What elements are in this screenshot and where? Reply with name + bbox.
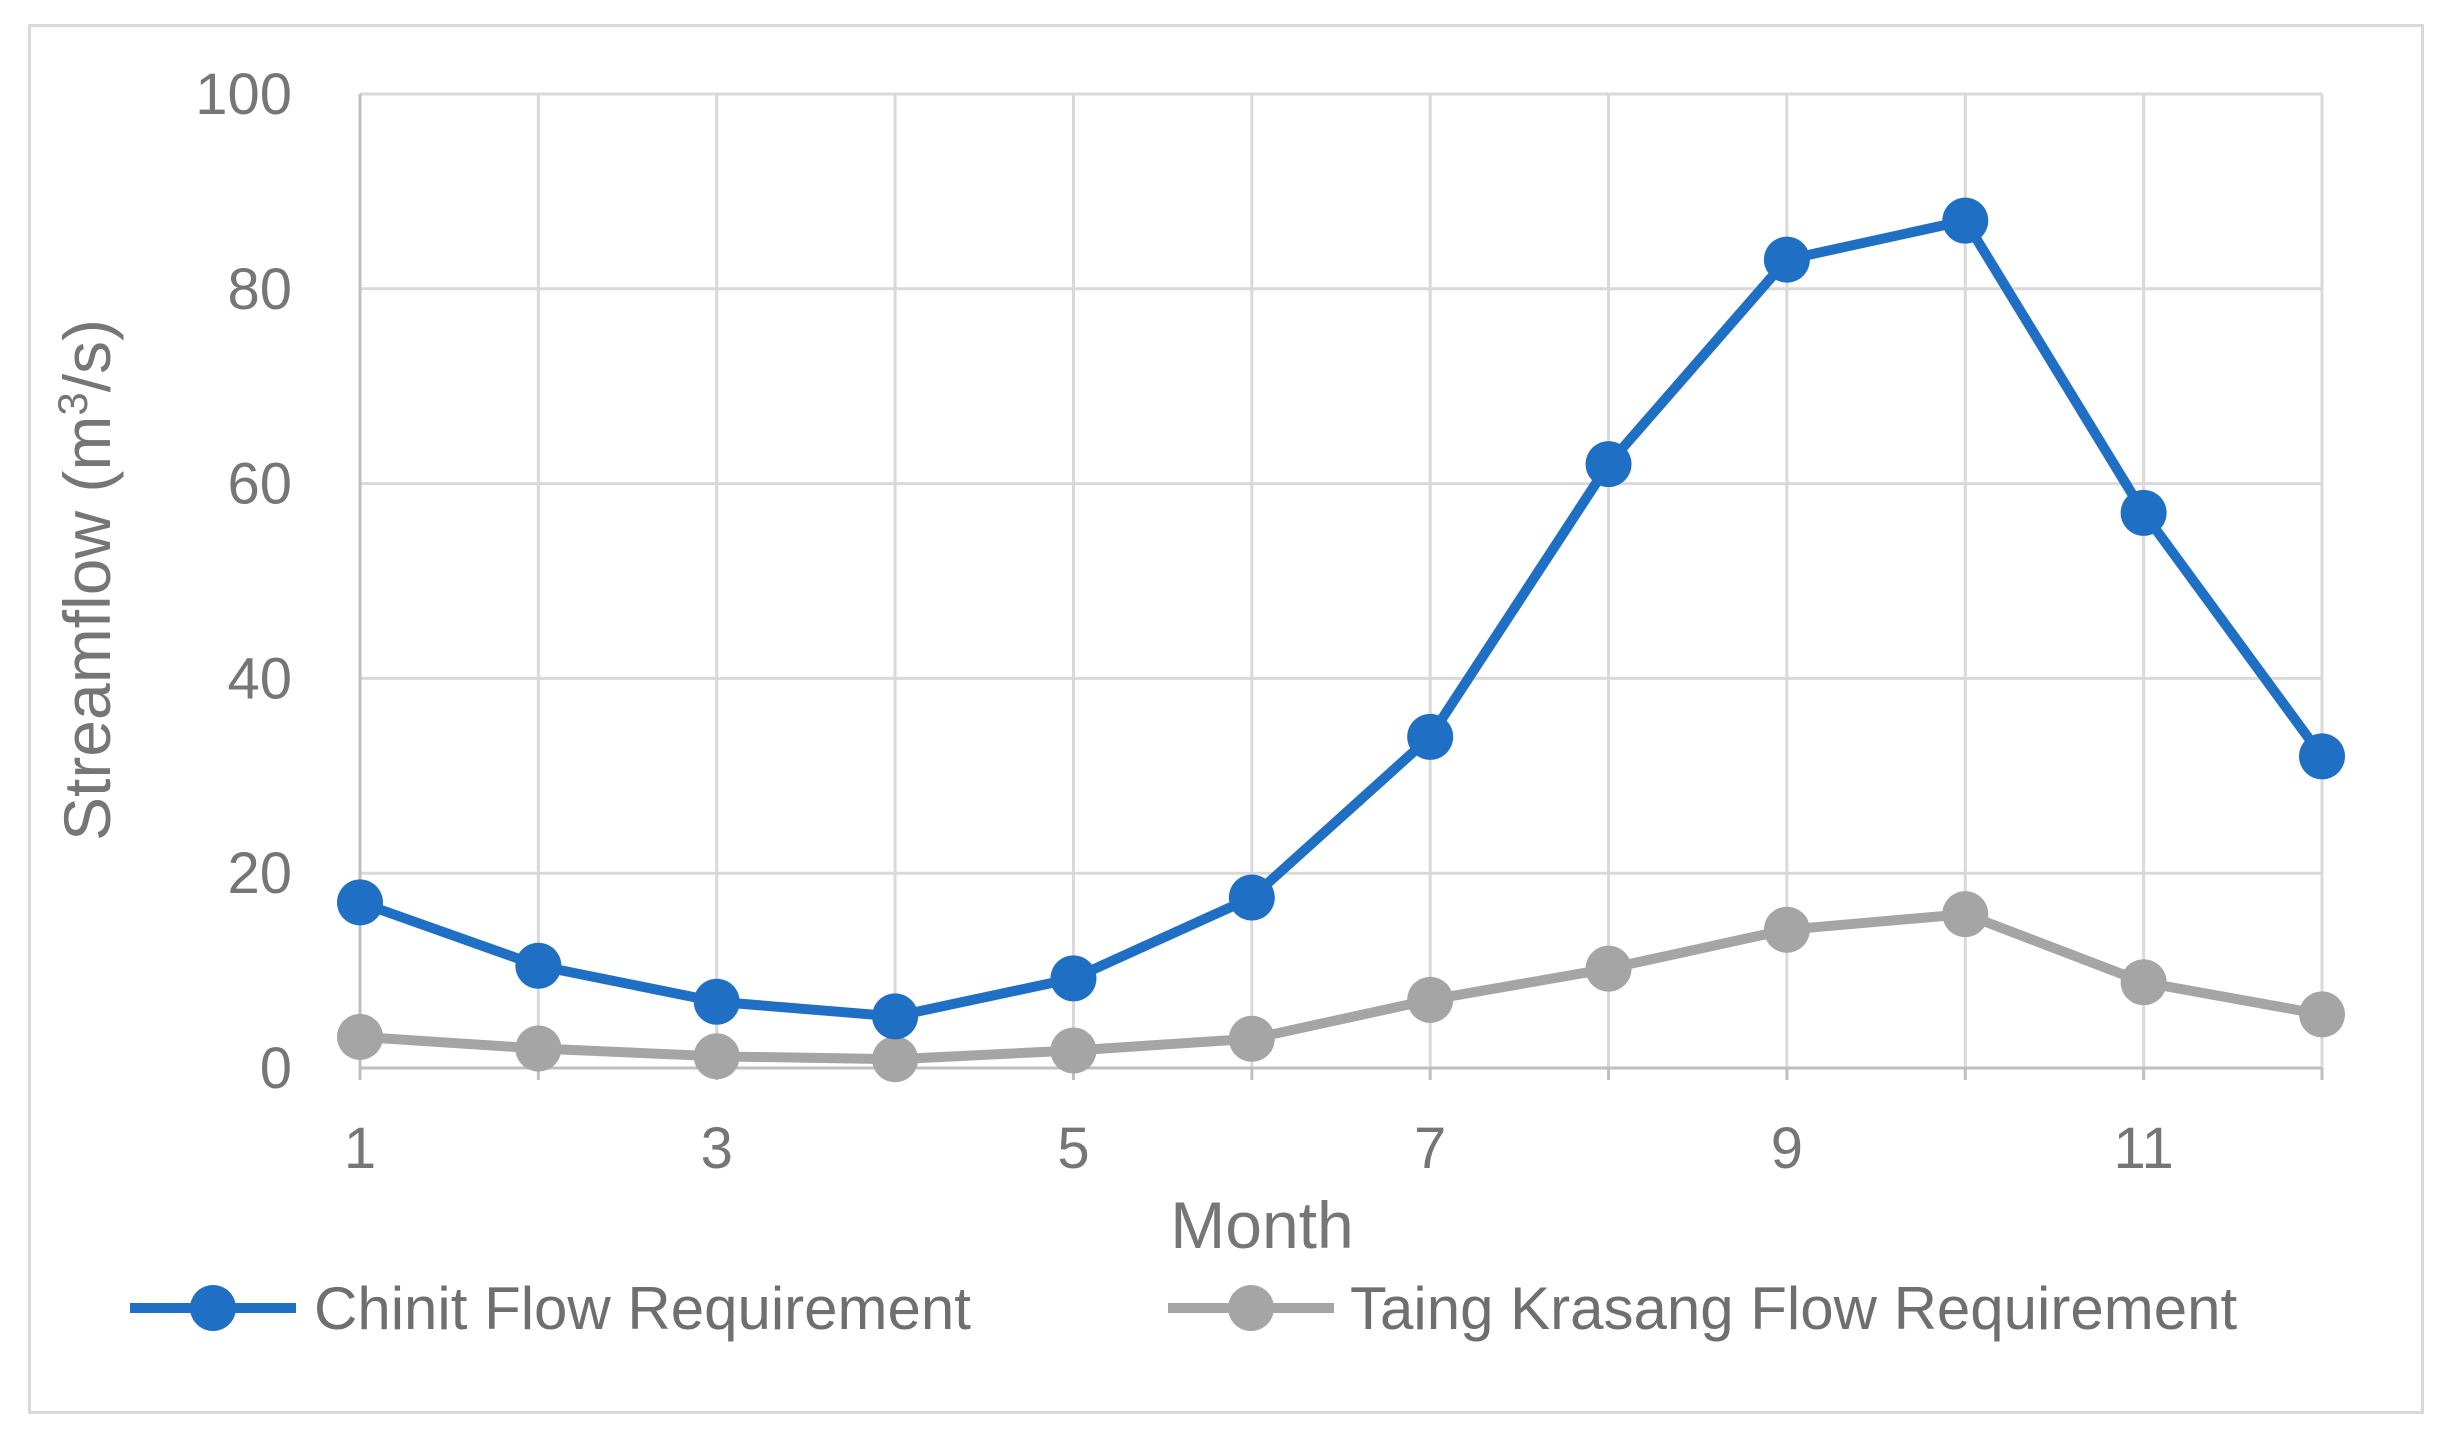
y-tick-label: 20 <box>227 841 292 906</box>
y-axis-title: Streamflow (m3/s) <box>49 319 125 841</box>
legend: Chinit Flow Requirement Taing Krasang Fl… <box>130 1275 2237 1342</box>
legend-item-chinit: Chinit Flow Requirement <box>130 1275 971 1342</box>
data-point <box>2299 733 2345 780</box>
data-point <box>1407 713 1454 760</box>
data-point <box>2120 489 2167 536</box>
data-point <box>1050 955 1097 1002</box>
data-point <box>2120 959 2167 1006</box>
y-axis-ticks: 0 20 40 60 80 100 <box>195 62 292 1101</box>
data-point <box>1050 1027 1097 1074</box>
x-tick-label: 7 <box>1414 1116 1446 1181</box>
series-1 <box>337 891 2345 1083</box>
data-point <box>515 942 562 989</box>
gridlines <box>360 92 2324 1068</box>
legend-label-chinit: Chinit Flow Requirement <box>314 1275 971 1342</box>
data-point <box>1585 441 1632 488</box>
data-point <box>2299 991 2345 1038</box>
series-line <box>355 215 2327 1022</box>
y-tick-label: 40 <box>227 646 292 711</box>
data-point <box>1228 874 1275 921</box>
data-point <box>1228 1015 1275 1062</box>
chart-frame <box>28 24 2424 1414</box>
data-point <box>1942 891 1989 938</box>
series-lines <box>337 197 2345 1083</box>
data-point <box>1763 906 1810 953</box>
data-point <box>515 1025 562 1072</box>
data-point <box>1407 976 1454 1023</box>
legend-marker-taing-krasang <box>1228 1285 1274 1331</box>
data-point <box>1585 945 1632 992</box>
y-tick-label: 60 <box>227 452 292 517</box>
x-tick-label: 9 <box>1771 1116 1803 1181</box>
legend-item-taing-krasang: Taing Krasang Flow Requirement <box>1168 1275 2237 1342</box>
data-point <box>1942 197 1989 244</box>
series-0 <box>337 197 2345 1040</box>
y-tick-label: 0 <box>260 1036 292 1101</box>
data-point <box>337 1013 383 1060</box>
data-point <box>872 1036 919 1083</box>
data-point <box>337 879 383 926</box>
y-axis-title-prefix: Streamflow (m <box>50 416 124 841</box>
series-line <box>355 909 2327 1065</box>
x-tick-label: 1 <box>344 1116 376 1181</box>
data-point <box>693 1033 740 1080</box>
legend-label-taing-krasang: Taing Krasang Flow Requirement <box>1350 1275 2237 1342</box>
x-tick-label: 3 <box>701 1116 733 1181</box>
y-tick-label: 100 <box>195 62 292 127</box>
y-axis-title-suffix: /s) <box>50 319 124 392</box>
x-tick-label: 5 <box>1057 1116 1089 1181</box>
legend-marker-chinit <box>190 1285 236 1331</box>
data-point <box>693 978 740 1025</box>
data-point <box>1763 236 1810 283</box>
x-axis-ticks: 1 3 5 7 9 11 <box>344 1116 2174 1181</box>
x-tick-label: 11 <box>2114 1116 2174 1181</box>
x-axis-title: Month <box>1170 1188 1353 1262</box>
y-axis-title-superscript: 3 <box>49 392 96 415</box>
data-point <box>872 993 919 1040</box>
y-tick-label: 80 <box>227 257 292 322</box>
axes <box>358 94 2324 1080</box>
